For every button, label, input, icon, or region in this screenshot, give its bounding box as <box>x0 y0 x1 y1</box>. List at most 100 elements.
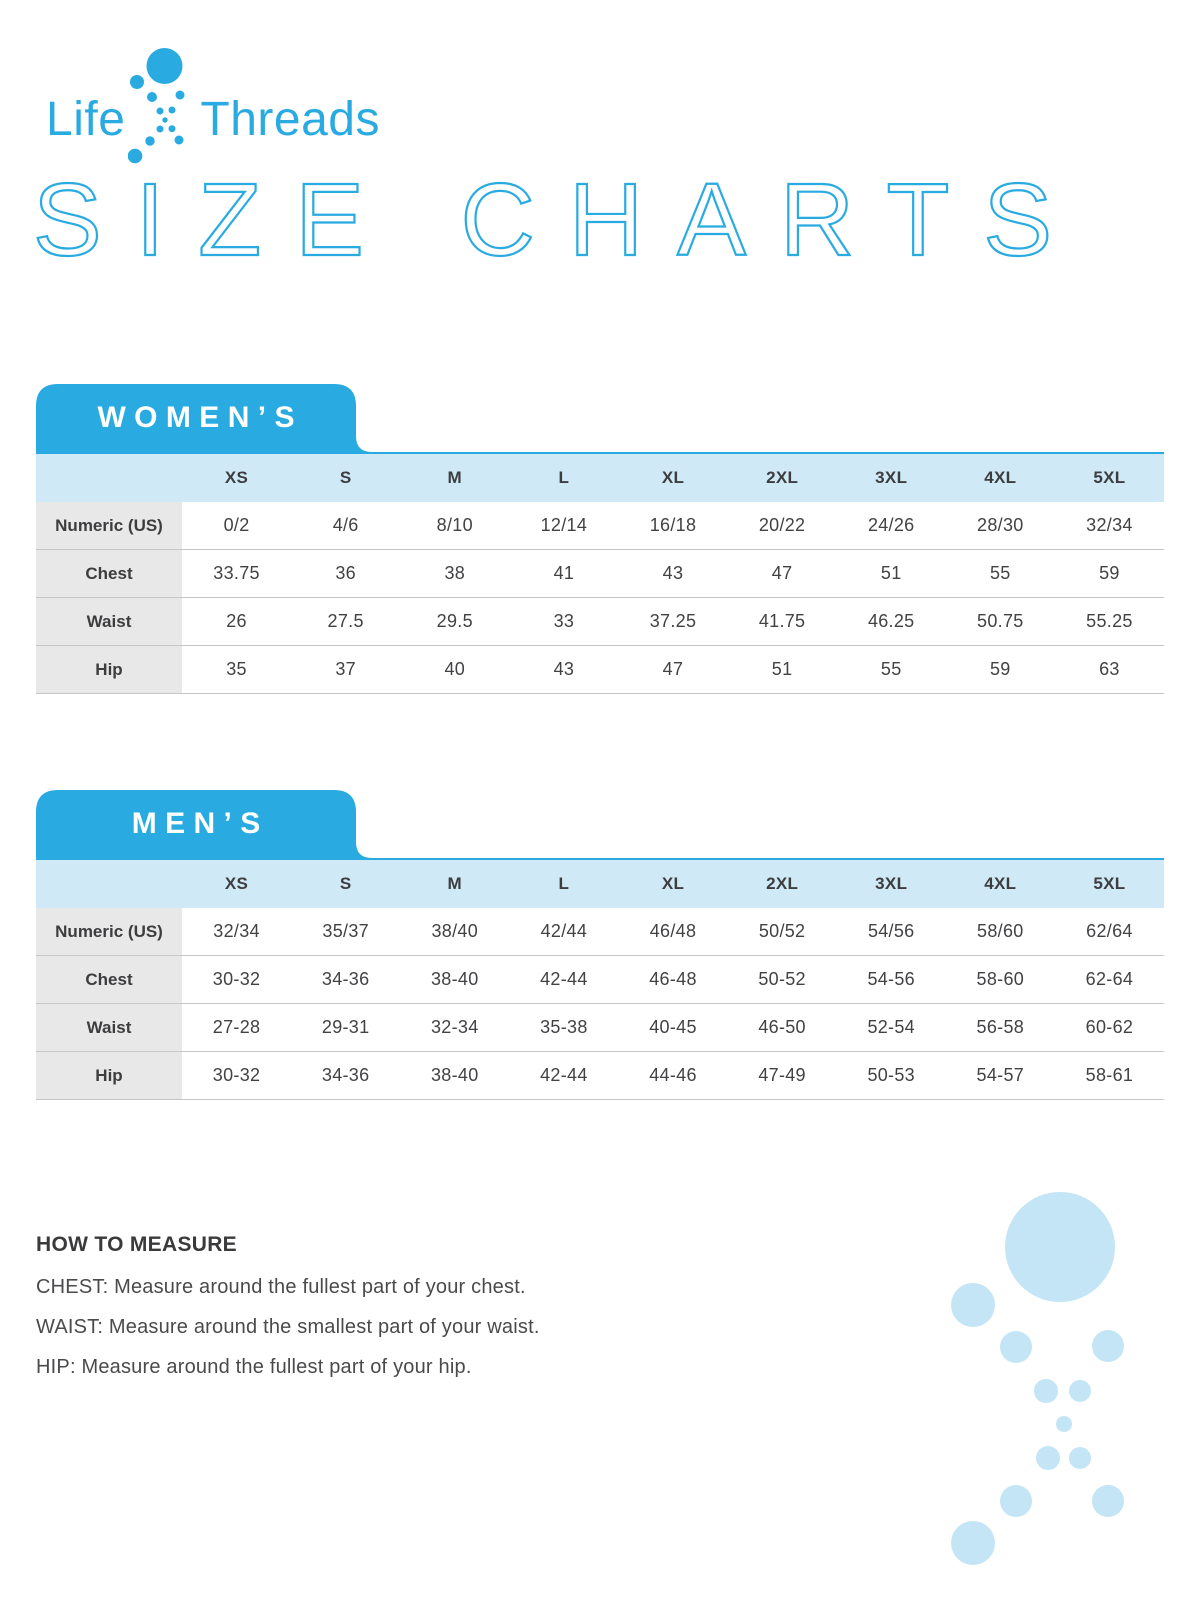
size-value-cell: 35 <box>182 646 292 694</box>
size-value-cell: 63 <box>1054 646 1164 694</box>
brand-logo: Life Threads <box>46 42 380 166</box>
size-value-cell: 12/14 <box>509 502 619 550</box>
size-value-cell: 8/10 <box>400 502 510 550</box>
size-column-header: XS <box>182 860 292 908</box>
size-value-cell: 58-60 <box>945 956 1055 1004</box>
size-value-cell: 16/18 <box>618 502 728 550</box>
size-value-cell: 40-45 <box>618 1004 728 1052</box>
tab-shape <box>36 384 372 452</box>
size-column-header: 5XL <box>1054 860 1164 908</box>
size-value-cell: 42/44 <box>509 908 619 956</box>
size-value-cell: 28/30 <box>945 502 1055 550</box>
how-to-measure-title: HOW TO MEASURE <box>36 1233 237 1256</box>
size-value-cell: 46-48 <box>618 956 728 1004</box>
size-value-cell: 37 <box>291 646 401 694</box>
size-value-cell: 56-58 <box>945 1004 1055 1052</box>
size-value-cell: 47 <box>618 646 728 694</box>
size-value-cell: 46/48 <box>618 908 728 956</box>
size-value-cell: 27.5 <box>291 598 401 646</box>
size-value-cell: 47-49 <box>727 1052 837 1100</box>
size-value-cell: 38/40 <box>400 908 510 956</box>
row-label: Chest <box>36 956 182 1004</box>
size-value-cell: 32/34 <box>182 908 292 956</box>
decorative-dots-icon <box>951 1192 1124 1565</box>
size-value-cell: 33 <box>509 598 619 646</box>
size-value-cell: 41 <box>509 550 619 598</box>
size-column-header: XL <box>618 454 728 502</box>
size-value-cell: 32-34 <box>400 1004 510 1052</box>
size-value-cell: 37.25 <box>618 598 728 646</box>
size-value-cell: 30-32 <box>182 1052 292 1100</box>
size-value-cell: 4/6 <box>291 502 401 550</box>
size-column-header: XL <box>618 860 728 908</box>
size-value-cell: 62/64 <box>1054 908 1164 956</box>
size-value-cell: 58-61 <box>1054 1052 1164 1100</box>
womens-size-table: XS S M L XL 2XL 3XL 4XL 5XL Numeric (US) 0/2 4/6 8/1… <box>36 452 1164 694</box>
size-value-cell: 54-56 <box>836 956 946 1004</box>
page-title: SIZE CHARTS <box>32 162 1087 277</box>
row-label: Chest <box>36 550 182 598</box>
womens-size-chart-section: WOMEN’S XS S M L XL 2XL 3XL 4XL 5XL Numeric (US) 0… <box>36 384 1164 694</box>
size-value-cell: 38 <box>400 550 510 598</box>
brand-word-threads: Threads <box>200 92 380 146</box>
size-column-header: XS <box>182 454 292 502</box>
size-column-header: S <box>291 454 401 502</box>
table-corner-cell <box>36 454 182 502</box>
row-label: Numeric (US) <box>36 908 182 956</box>
womens-tab-label: WOMEN’S <box>97 401 303 434</box>
row-label: Hip <box>36 1052 182 1100</box>
size-value-cell: 55 <box>945 550 1055 598</box>
size-column-header: M <box>400 454 510 502</box>
brand-word-life: Life <box>46 92 126 146</box>
womens-tab: WOMEN’S <box>36 384 372 452</box>
size-value-cell: 59 <box>1054 550 1164 598</box>
row-label: Hip <box>36 646 182 694</box>
size-value-cell: 50.75 <box>945 598 1055 646</box>
size-value-cell: 52-54 <box>836 1004 946 1052</box>
tab-shape <box>36 790 372 858</box>
size-value-cell: 0/2 <box>182 502 292 550</box>
size-value-cell: 26 <box>182 598 292 646</box>
size-value-cell: 41.75 <box>727 598 837 646</box>
size-value-cell: 34-36 <box>291 956 401 1004</box>
size-column-header: 5XL <box>1054 454 1164 502</box>
size-column-header: 4XL <box>945 860 1055 908</box>
measure-waist-line: WAIST: Measure around the smallest part … <box>36 1316 540 1338</box>
size-value-cell: 29-31 <box>291 1004 401 1052</box>
size-value-cell: 46-50 <box>727 1004 837 1052</box>
size-value-cell: 55.25 <box>1054 598 1164 646</box>
size-value-cell: 30-32 <box>182 956 292 1004</box>
size-value-cell: 51 <box>836 550 946 598</box>
size-column-header: 3XL <box>836 860 946 908</box>
size-value-cell: 32/34 <box>1054 502 1164 550</box>
size-value-cell: 20/22 <box>727 502 837 550</box>
size-value-cell: 50-52 <box>727 956 837 1004</box>
size-column-header: M <box>400 860 510 908</box>
size-value-cell: 54/56 <box>836 908 946 956</box>
size-value-cell: 33.75 <box>182 550 292 598</box>
size-value-cell: 27-28 <box>182 1004 292 1052</box>
row-label: Waist <box>36 1004 182 1052</box>
mens-size-chart-section: MEN’S XS S M L XL 2XL 3XL 4XL 5XL Numeric (US) 32/… <box>36 790 1164 1100</box>
table-corner-cell <box>36 860 182 908</box>
mens-tab-label: MEN’S <box>131 807 269 840</box>
size-value-cell: 59 <box>945 646 1055 694</box>
size-value-cell: 47 <box>727 550 837 598</box>
size-value-cell: 43 <box>618 550 728 598</box>
mens-tab: MEN’S <box>36 790 372 858</box>
size-column-header: L <box>509 454 619 502</box>
size-value-cell: 58/60 <box>945 908 1055 956</box>
size-value-cell: 50-53 <box>836 1052 946 1100</box>
size-column-header: L <box>509 860 619 908</box>
row-label: Numeric (US) <box>36 502 182 550</box>
size-value-cell: 34-36 <box>291 1052 401 1100</box>
size-value-cell: 35-38 <box>509 1004 619 1052</box>
size-value-cell: 35/37 <box>291 908 401 956</box>
size-value-cell: 29.5 <box>400 598 510 646</box>
brand-dots-icon <box>128 48 185 164</box>
how-to-measure-section: HOW TO MEASURE CHEST: Measure around the… <box>36 1233 676 1396</box>
size-column-header: 2XL <box>727 860 837 908</box>
size-value-cell: 42-44 <box>509 956 619 1004</box>
size-value-cell: 55 <box>836 646 946 694</box>
